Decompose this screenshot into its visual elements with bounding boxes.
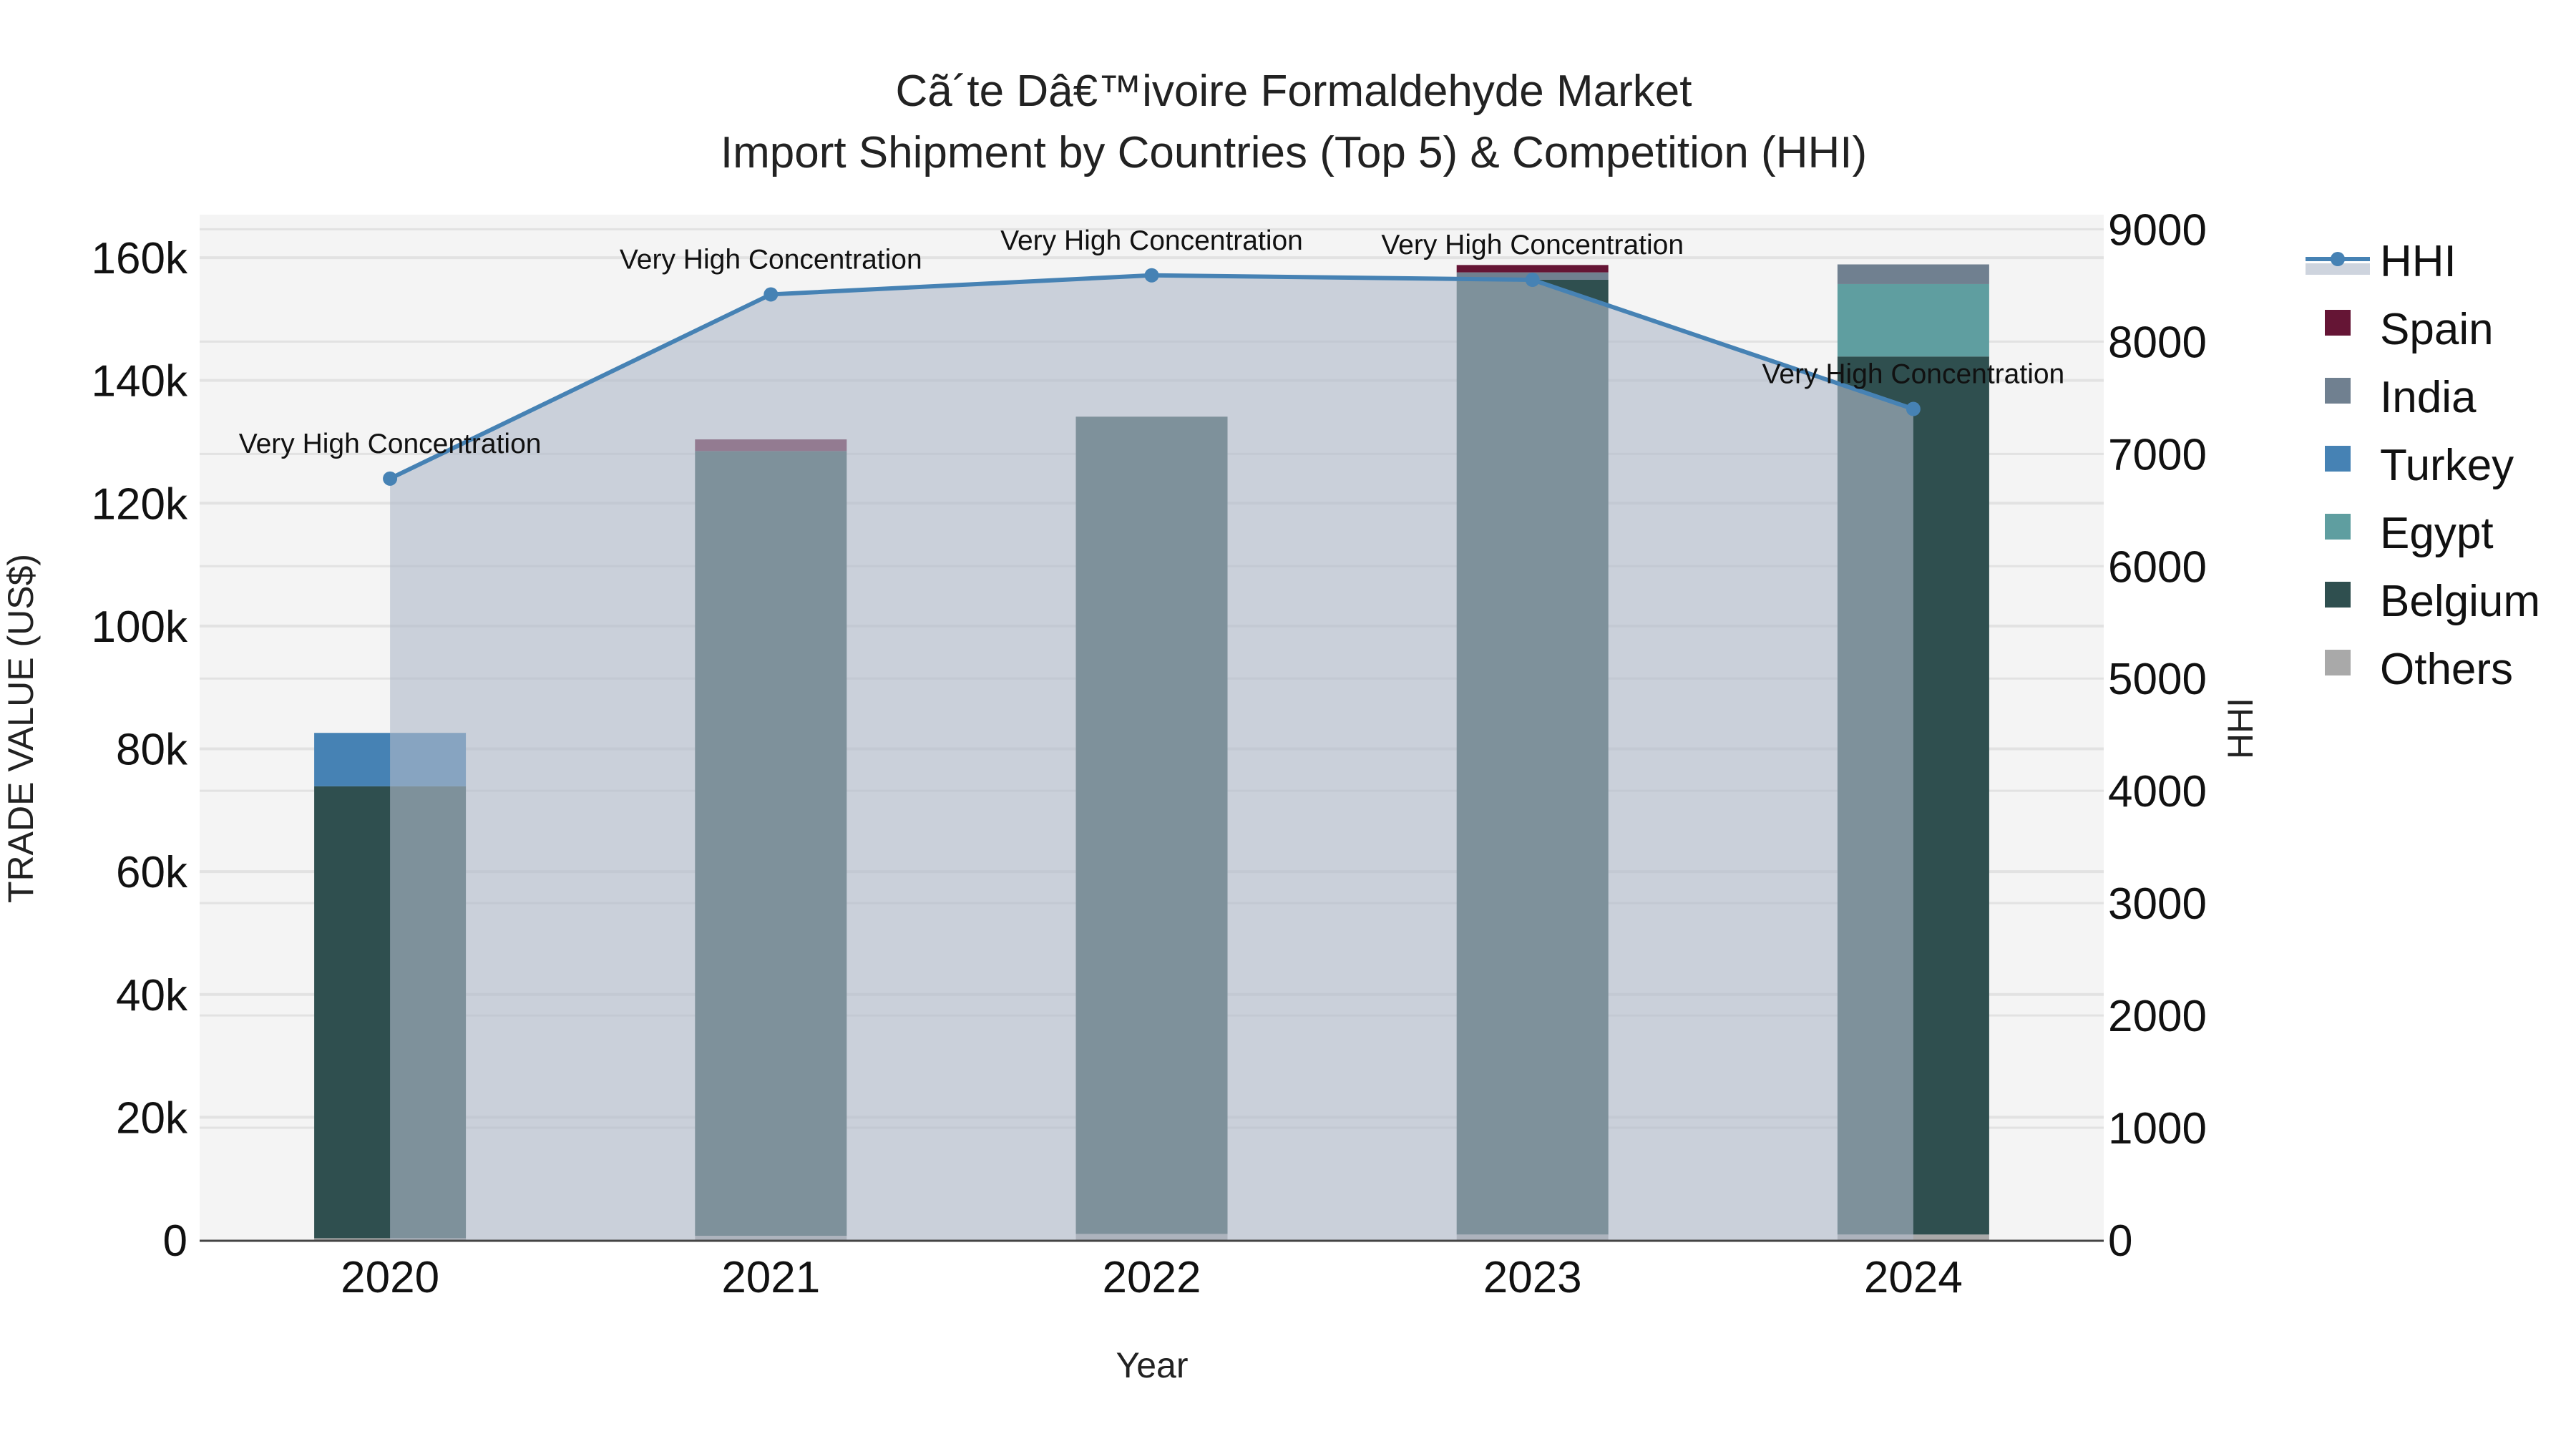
x-tick-label: 2023: [1483, 1253, 1582, 1302]
bar-segment-spain-2023: [1456, 265, 1609, 273]
hhi-area-fill: [390, 275, 1913, 1240]
legend-label: Spain: [2380, 305, 2494, 354]
y-right-tick-label: 0: [2108, 1216, 2132, 1266]
legend-swatch-icon: [2325, 650, 2351, 675]
legend-label: Turkey: [2380, 441, 2514, 490]
hhi-line: [383, 268, 1921, 486]
hhi-annotation-2020: Very High Concentration: [239, 429, 542, 459]
y-left-tick-label: 60k: [116, 848, 188, 897]
y-right-tick-label: 9000: [2108, 205, 2207, 255]
legend-label: India: [2380, 373, 2477, 422]
hhi-point-2023: [1525, 273, 1540, 288]
legend: HHI Spain India Turkey Egypt Belgium Others: [2306, 237, 2540, 694]
hhi-point-2021: [763, 287, 779, 302]
y-right-axis-title: HHI: [2220, 698, 2260, 759]
y-right-tick-label: 7000: [2108, 430, 2207, 479]
hhi-area: [390, 275, 1913, 1240]
y-right-tick-label: 3000: [2108, 879, 2207, 929]
y-left-tick-label: 20k: [116, 1093, 188, 1143]
hhi-annotation-2021: Very High Concentration: [620, 244, 922, 275]
y-right-tick-label: 1000: [2108, 1104, 2207, 1153]
x-tick-label: 2022: [1103, 1253, 1201, 1302]
legend-item-turkey: Turkey: [2325, 441, 2514, 490]
legend-item-hhi: HHI: [2306, 237, 2457, 286]
hhi-legend-fill-icon: [2306, 263, 2370, 275]
legend-item-belgium: Belgium: [2325, 577, 2540, 626]
hhi-point-2020: [383, 471, 398, 486]
legend-swatch-icon: [2325, 310, 2351, 336]
chart-title-line1: Cã´te Dâ€™ivoire Formaldehyde Market: [896, 67, 1692, 116]
y-left-tick-label: 80k: [116, 726, 188, 775]
bar-segment-india-2024: [1837, 264, 1989, 284]
y-right-tick-label: 5000: [2108, 655, 2207, 704]
legend-swatch-icon: [2325, 582, 2351, 608]
x-axis: 2020 2021 2022 2023 2024: [341, 1253, 1963, 1302]
y-left-tick-label: 100k: [92, 602, 188, 652]
y-left-tick-label: 0: [163, 1216, 187, 1266]
y-right-tick-label: 2000: [2108, 992, 2207, 1041]
hhi-annotation-2022: Very High Concentration: [1000, 225, 1303, 256]
y-left-tick-label: 120k: [92, 479, 188, 529]
hhi-annotation-2023: Very High Concentration: [1381, 230, 1684, 260]
legend-swatch-icon: [2325, 378, 2351, 404]
y-right-axis: 0 1000 2000 3000 4000 5000 6000 7000 8000 9000: [2108, 205, 2207, 1266]
hhi-point-2024: [1906, 401, 1921, 416]
x-axis-title: Year: [1116, 1345, 1188, 1385]
y-left-tick-label: 140k: [92, 357, 188, 406]
legend-item-india: India: [2325, 373, 2477, 422]
chart-title-line2: Import Shipment by Countries (Top 5) & C…: [721, 128, 1867, 177]
legend-label: HHI: [2380, 237, 2457, 286]
annotations: Very High Concentration Very High Concent…: [239, 225, 2065, 459]
legend-swatch-icon: [2325, 514, 2351, 540]
y-left-axis-title: TRADE VALUE (US$): [1, 554, 41, 903]
x-tick-label: 2021: [721, 1253, 820, 1302]
y-right-tick-label: 6000: [2108, 542, 2207, 592]
y-left-tick-label: 40k: [116, 971, 188, 1020]
legend-item-others: Others: [2325, 645, 2513, 694]
x-tick-label: 2024: [1864, 1253, 1963, 1302]
legend-label: Others: [2380, 645, 2513, 694]
legend-label: Egypt: [2380, 509, 2494, 558]
legend-item-egypt: Egypt: [2325, 509, 2494, 558]
x-tick-label: 2020: [341, 1253, 439, 1302]
hhi-annotation-2024: Very High Concentration: [1762, 359, 2065, 390]
y-left-tick-label: 160k: [92, 234, 188, 283]
legend-label: Belgium: [2380, 577, 2540, 626]
legend-item-spain: Spain: [2325, 305, 2494, 354]
hhi-point-2022: [1144, 268, 1159, 283]
bar-segment-egypt-2024: [1837, 283, 1989, 357]
y-right-tick-label: 4000: [2108, 767, 2207, 816]
legend-swatch-icon: [2325, 446, 2351, 472]
y-left-axis: 0 20k 40k 60k 80k 100k 120k 140k 160k: [92, 234, 188, 1266]
y-right-tick-label: 8000: [2108, 318, 2207, 367]
hhi-legend-marker-icon: [2331, 252, 2345, 266]
